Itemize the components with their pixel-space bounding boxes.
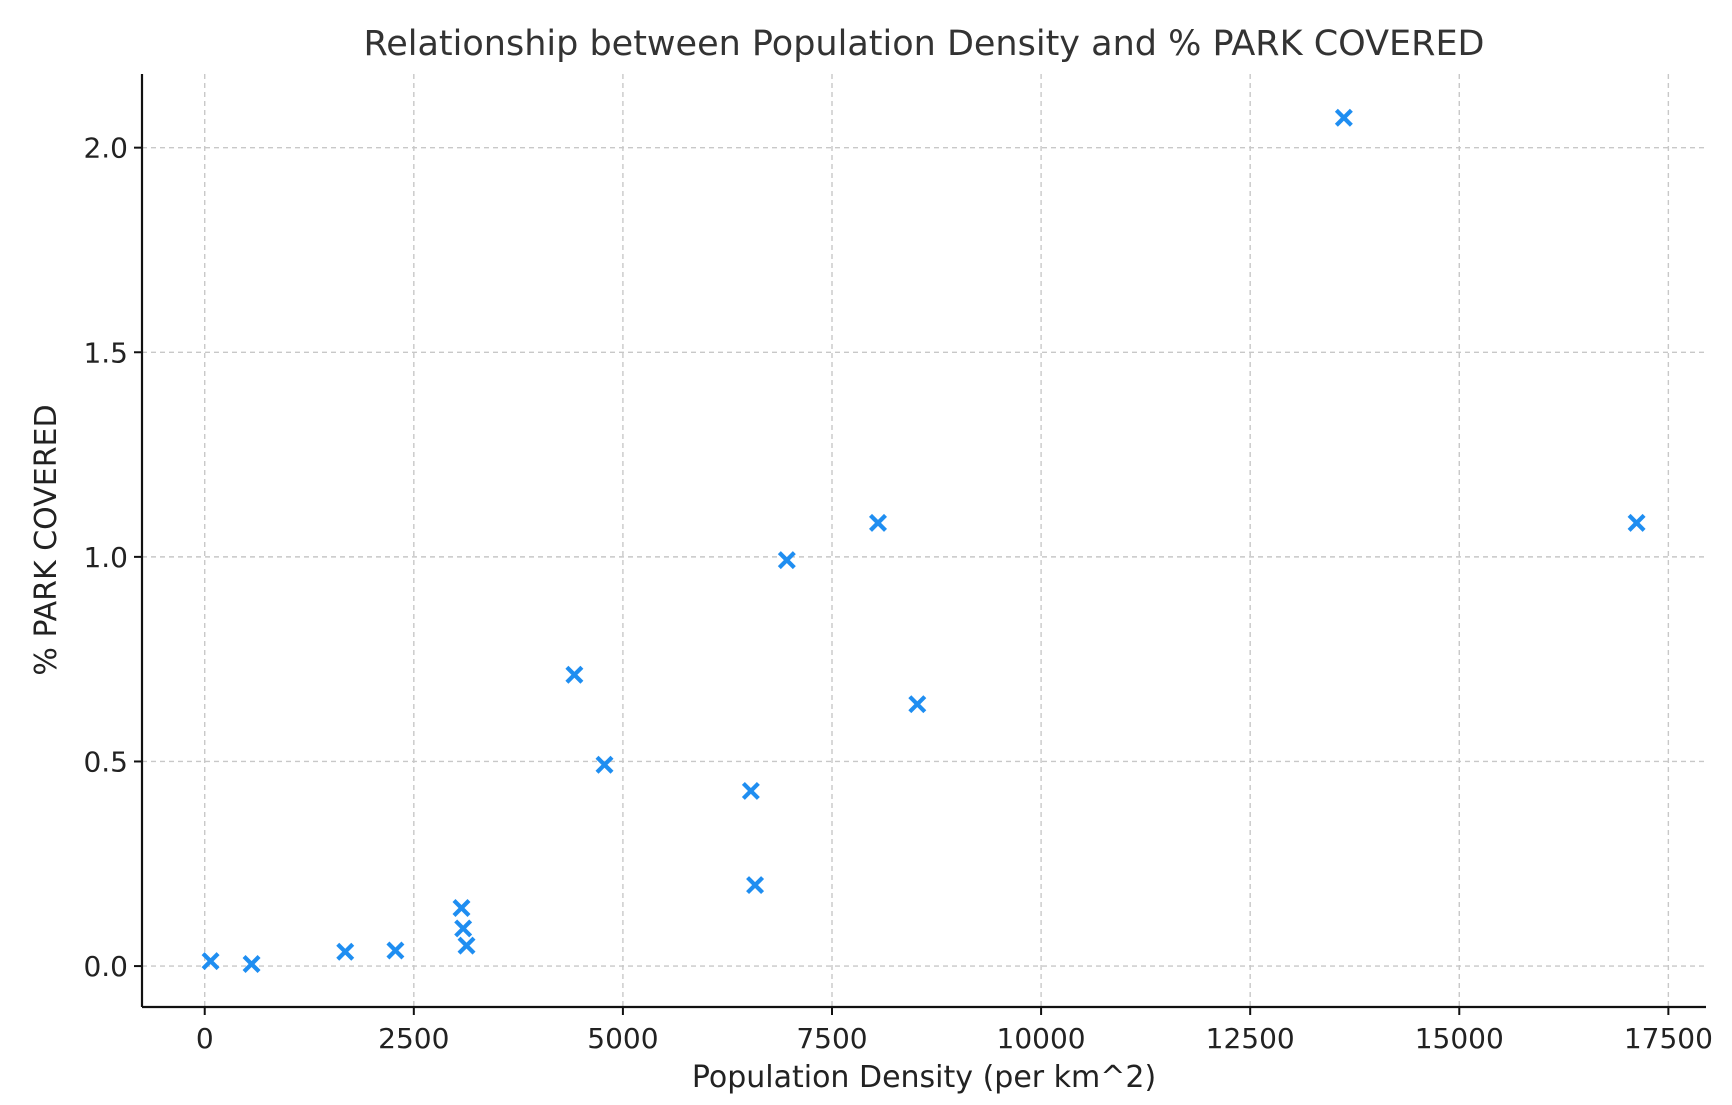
scatter-point [741, 781, 760, 800]
chart-title: Relationship between Population Density … [363, 24, 1484, 64]
scatter-point [908, 695, 927, 714]
x-axis-ticks: 0 2500 5000 7500 10000 12500 15000 17500 [196, 1007, 1713, 1055]
x-tick-label: 12500 [1206, 1022, 1295, 1055]
scatter-point [595, 755, 614, 774]
scatter-point [242, 955, 261, 974]
scatter-points [201, 108, 1646, 974]
y-tick-label: 0.0 [83, 950, 128, 983]
scatter-point [457, 936, 476, 955]
scatter-point [1334, 108, 1353, 127]
y-tick-label: 1.5 [83, 336, 128, 369]
scatter-point [746, 876, 765, 895]
scatter-point [869, 513, 887, 532]
x-tick-label: 15000 [1415, 1022, 1504, 1055]
x-tick-label: 10000 [997, 1022, 1086, 1055]
y-tick-label: 2.0 [83, 132, 128, 165]
scatter-point [1627, 513, 1646, 532]
x-tick-label: 2500 [378, 1022, 449, 1055]
x-tick-label: 5000 [587, 1022, 658, 1055]
scatter-point [452, 898, 471, 917]
x-tick-label: 17500 [1624, 1022, 1713, 1055]
grid [142, 74, 1706, 1007]
x-axis-label: Population Density (per km^2) [692, 1060, 1156, 1095]
y-tick-label: 1.0 [83, 541, 128, 574]
x-tick-label: 0 [196, 1022, 214, 1055]
scatter-point [454, 919, 473, 938]
scatter-point [336, 942, 355, 961]
x-tick-label: 7500 [796, 1022, 867, 1055]
y-axis-label: % PARK COVERED [29, 404, 64, 675]
y-tick-label: 0.5 [83, 745, 128, 778]
y-axis-ticks: 0.0 0.5 1.0 1.5 2.0 [83, 132, 142, 983]
scatter-point [201, 952, 220, 971]
scatter-point [565, 665, 584, 684]
scatter-point [777, 551, 796, 570]
scatter-point [386, 941, 405, 960]
